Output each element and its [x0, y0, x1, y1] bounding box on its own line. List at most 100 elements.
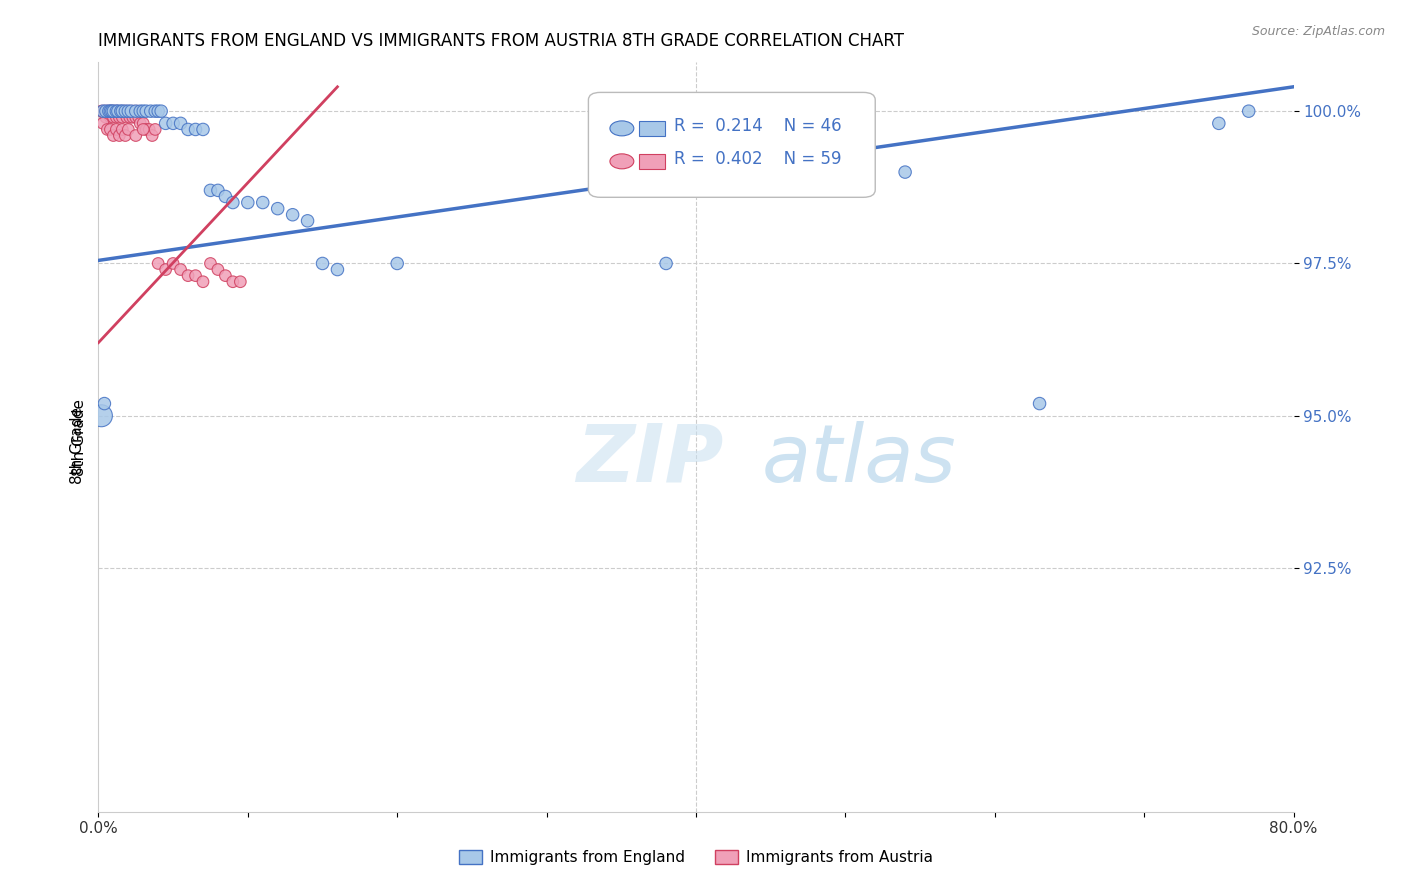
Point [96, 104, 118, 119]
Point [148, 104, 170, 119]
Point [297, 214, 319, 228]
Point [111, 110, 134, 124]
Text: atlas: atlas [762, 420, 956, 499]
Point [112, 104, 135, 119]
Point [184, 122, 207, 136]
Bar [638, 121, 665, 136]
Point [117, 104, 139, 119]
Point [94, 110, 117, 124]
Point [129, 116, 152, 130]
Point [103, 110, 125, 124]
Point [114, 104, 136, 119]
Text: 8th Grade: 8th Grade [70, 408, 84, 484]
Circle shape [610, 153, 634, 169]
Point [110, 104, 132, 119]
Point [105, 110, 128, 124]
Point [229, 275, 252, 289]
Point [143, 104, 166, 119]
Point [177, 268, 200, 283]
Point [98, 104, 122, 119]
Point [93, 396, 115, 410]
Point [200, 256, 222, 270]
Point [105, 122, 128, 136]
Point [117, 104, 139, 119]
Point [114, 104, 136, 119]
Point [108, 110, 131, 124]
Point [120, 104, 142, 119]
Point [132, 122, 155, 136]
Point [169, 116, 191, 130]
Point [103, 104, 125, 119]
Point [125, 128, 148, 143]
Point [222, 275, 245, 289]
Point [222, 195, 245, 210]
Text: Source: ZipAtlas.com: Source: ZipAtlas.com [1251, 25, 1385, 38]
Point [107, 104, 129, 119]
Point [148, 256, 170, 270]
Point [1237, 104, 1260, 119]
Legend: Immigrants from England, Immigrants from Austria: Immigrants from England, Immigrants from… [453, 844, 939, 871]
Point [104, 104, 127, 119]
Point [108, 128, 131, 143]
Point [281, 208, 304, 222]
Point [162, 256, 184, 270]
Point [139, 104, 162, 119]
Point [98, 122, 122, 136]
Y-axis label: 8th Grade: 8th Grade [72, 399, 87, 475]
Point [135, 122, 157, 136]
Point [1028, 396, 1050, 410]
Point [326, 262, 349, 277]
Point [110, 104, 132, 119]
Point [103, 104, 125, 119]
Point [115, 110, 138, 124]
Point [135, 104, 157, 119]
FancyBboxPatch shape [589, 93, 875, 197]
Point [141, 128, 163, 143]
Point [138, 122, 160, 136]
Point [94, 104, 117, 119]
Point [94, 104, 117, 119]
Point [98, 104, 122, 119]
Point [96, 122, 118, 136]
Bar [638, 153, 665, 169]
Point [129, 104, 152, 119]
Text: ZIP: ZIP [576, 420, 724, 499]
Point [252, 195, 274, 210]
Point [207, 262, 229, 277]
Point [117, 122, 139, 136]
Point [103, 128, 125, 143]
Point [101, 104, 124, 119]
Point [125, 104, 148, 119]
Point [101, 104, 124, 119]
Point [120, 104, 142, 119]
Point [105, 104, 128, 119]
Point [214, 189, 236, 203]
Point [191, 275, 214, 289]
Point [125, 110, 148, 124]
Point [143, 122, 166, 136]
Point [191, 122, 214, 136]
Point [184, 268, 207, 283]
Text: R =  0.214    N = 46: R = 0.214 N = 46 [675, 117, 842, 135]
Point [214, 268, 236, 283]
Point [90, 409, 112, 423]
Point [97, 104, 120, 119]
Point [132, 116, 155, 130]
Point [90, 104, 112, 119]
Point [111, 122, 134, 136]
Text: R =  0.402    N = 59: R = 0.402 N = 59 [675, 150, 842, 168]
Point [91, 104, 114, 119]
Point [169, 262, 191, 277]
Point [98, 110, 122, 124]
Point [127, 104, 149, 119]
Point [655, 256, 678, 270]
Circle shape [610, 121, 634, 136]
Point [177, 122, 200, 136]
Point [93, 104, 115, 119]
Point [267, 202, 290, 216]
Point [111, 104, 134, 119]
Point [200, 183, 222, 197]
Point [91, 116, 114, 130]
Point [91, 104, 114, 119]
Point [105, 104, 128, 119]
